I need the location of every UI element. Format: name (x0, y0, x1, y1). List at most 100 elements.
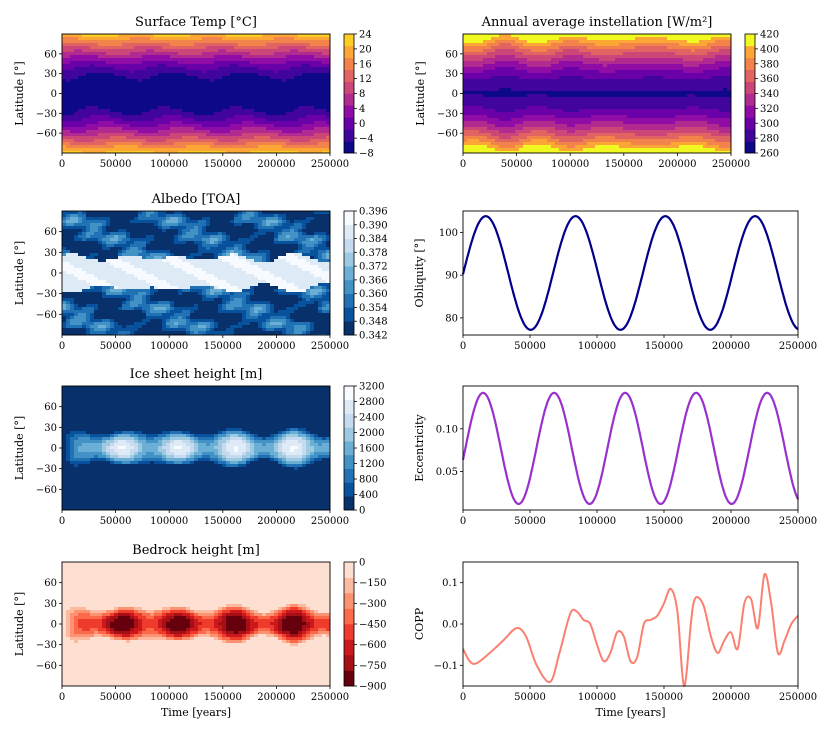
heatmap-cell (70, 118, 75, 122)
heatmap-cell (647, 94, 652, 98)
heatmap-cell (667, 103, 672, 107)
heatmap-cell (595, 88, 600, 92)
heatmap-cell (639, 34, 644, 38)
heatmap-cell (246, 85, 251, 89)
heatmap-cell (306, 85, 311, 89)
heatmap-cell (683, 37, 688, 41)
heatmap-cell (266, 127, 271, 131)
heatmap-cell (619, 121, 624, 125)
heatmap-cell (290, 61, 295, 65)
heatmap-cell (667, 91, 672, 95)
heatmap-cell (234, 85, 239, 89)
heatmap-cell (206, 148, 211, 152)
heatmap-cell (583, 112, 588, 116)
heatmap-cell (543, 88, 548, 92)
heatmap-cell (583, 142, 588, 146)
heatmap-cell (222, 43, 227, 47)
heatmap-cell (651, 37, 656, 41)
heatmap-cell (226, 58, 231, 62)
heatmap-cell (499, 94, 504, 98)
heatmap-cell (306, 124, 311, 128)
heatmap-cell (70, 97, 75, 101)
heatmap-cell (250, 82, 255, 86)
heatmap-cell (274, 88, 279, 92)
heatmap-cell (495, 82, 500, 86)
heatmap-cell (519, 148, 524, 152)
heatmap-cell (659, 118, 664, 122)
heatmap-cell (587, 103, 592, 107)
heatmap-cell (687, 40, 692, 44)
heatmap-cell (194, 145, 199, 149)
heatmap-cell (675, 64, 680, 68)
heatmap-cell (146, 58, 151, 62)
heatmap-cell (687, 76, 692, 80)
heatmap-cell (571, 67, 576, 71)
x-tick-label: 150000 (204, 159, 242, 170)
heatmap-cell (559, 145, 564, 149)
heatmap-cell (619, 85, 624, 89)
heatmap-cell (302, 70, 307, 74)
heatmap-cell (318, 46, 323, 50)
heatmap-cell (463, 139, 468, 143)
heatmap-cell (190, 34, 195, 38)
heatmap-cell (551, 121, 556, 125)
heatmap-cell (246, 118, 251, 122)
heatmap-cell (687, 61, 692, 65)
heatmap-cell (230, 88, 235, 92)
heatmap-cell (266, 82, 271, 86)
heatmap-cell (639, 67, 644, 71)
heatmap-cell (475, 112, 480, 116)
heatmap-cell (627, 67, 632, 71)
heatmap-cell (246, 145, 251, 149)
heatmap-cell (623, 67, 628, 71)
heatmap-cell (495, 73, 500, 77)
heatmap-cell (150, 82, 155, 86)
heatmap-cell (182, 55, 187, 59)
heatmap-cell (483, 151, 488, 154)
heatmap-cell (547, 133, 552, 137)
heatmap-cell (178, 112, 183, 116)
heatmap-cell (563, 121, 568, 125)
heatmap-cell (298, 67, 303, 71)
heatmap-cell (126, 85, 131, 89)
heatmap-cell (487, 70, 492, 74)
heatmap-cell (491, 73, 496, 77)
heatmap-cell (198, 112, 203, 116)
heatmap-cell (531, 145, 536, 149)
heatmap-cell (499, 115, 504, 119)
heatmap-cell (547, 91, 552, 95)
heatmap-cell (166, 127, 171, 131)
heatmap-cell (230, 79, 235, 83)
heatmap-cell (671, 91, 676, 95)
heatmap-cell (306, 58, 311, 62)
heatmap-cell (266, 61, 271, 65)
heatmap-cell (551, 148, 556, 152)
heatmap-cell (126, 148, 131, 152)
heatmap-cell (539, 91, 544, 95)
heatmap-cell (527, 58, 532, 62)
heatmap-cell (547, 151, 552, 154)
heatmap-cell (667, 55, 672, 59)
heatmap-cell (479, 148, 484, 152)
heatmap-cell (535, 148, 540, 152)
heatmap-cell (495, 142, 500, 146)
heatmap-cell (218, 40, 223, 44)
heatmap-cell (234, 55, 239, 59)
heatmap-cell (290, 85, 295, 89)
heatmap-cell (226, 139, 231, 143)
heatmap-cell (555, 55, 560, 59)
heatmap-cell (647, 37, 652, 41)
heatmap-cell (198, 61, 203, 65)
heatmap-cell (186, 76, 191, 80)
heatmap-cell (611, 58, 616, 62)
heatmap-cell (663, 67, 668, 71)
heatmap-cell (82, 67, 87, 71)
heatmap-cell (66, 103, 71, 107)
heatmap-cell (310, 58, 315, 62)
heatmap-cell (499, 49, 504, 53)
heatmap-cell (495, 115, 500, 119)
heatmap-cell (559, 148, 564, 152)
heatmap-cell (671, 121, 676, 125)
heatmap-cell (134, 64, 139, 68)
heatmap-cell (246, 136, 251, 140)
